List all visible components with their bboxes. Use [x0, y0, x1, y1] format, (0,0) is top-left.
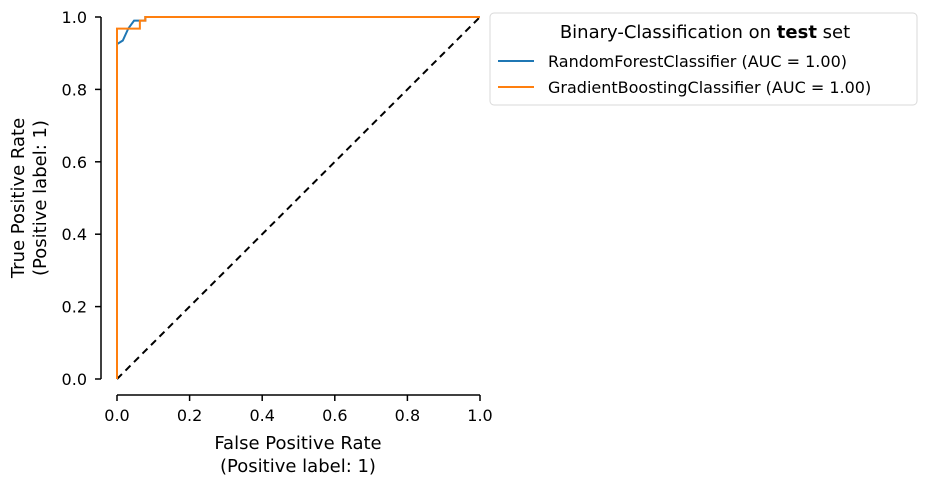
legend: Binary-Classification on test set Random…	[489, 12, 918, 106]
x-axis-title-line-1: False Positive Rate	[214, 433, 381, 454]
legend-title-prefix: Binary-Classification on	[560, 22, 777, 43]
legend-frame	[489, 12, 918, 106]
x-tick-label: 0.2	[177, 406, 202, 425]
legend-label-gradient-boosting: GradientBoostingClassifier (AUC = 1.00)	[548, 78, 871, 97]
legend-label-random-forest: RandomForestClassifier (AUC = 1.00)	[548, 52, 847, 71]
legend-title-suffix: set	[817, 22, 850, 43]
y-tick-label: 0.4	[62, 225, 87, 244]
x-tick-label: 0.4	[249, 406, 274, 425]
y-tick-label: 0.6	[62, 153, 87, 172]
legend-title-bold: test	[777, 22, 818, 43]
y-tick-label: 1.0	[62, 8, 87, 27]
legend-title: Binary-Classification on test set	[560, 22, 850, 43]
plot-lines	[116, 16, 481, 380]
x-tick-label: 0.8	[395, 406, 420, 425]
chance-reference-line	[116, 16, 481, 380]
y-tick-label: 0.0	[62, 370, 87, 389]
x-tick-label: 1.0	[467, 406, 492, 425]
axis-ticks: 0.0 0.2 0.4 0.6 0.8 1.0 0.0 0.2 0.4 0.6 0.8 1.0	[62, 8, 493, 425]
y-tick-label: 0.2	[62, 298, 87, 317]
roc-curve-gradient-boosting	[116, 16, 480, 379]
axis-titles: False Positive Rate (Positive label: 1) …	[8, 118, 382, 477]
y-axis-title-line-2: (Positive label: 1)	[30, 120, 51, 276]
x-tick-label: 0.6	[322, 406, 347, 425]
x-axis-title-line-2: (Positive label: 1)	[220, 456, 376, 477]
axis-spines	[100, 17, 480, 396]
x-tick-label: 0.0	[104, 406, 129, 425]
y-axis-title-line-1: True Positive Rate	[8, 118, 29, 279]
y-tick-label: 0.8	[62, 80, 87, 99]
